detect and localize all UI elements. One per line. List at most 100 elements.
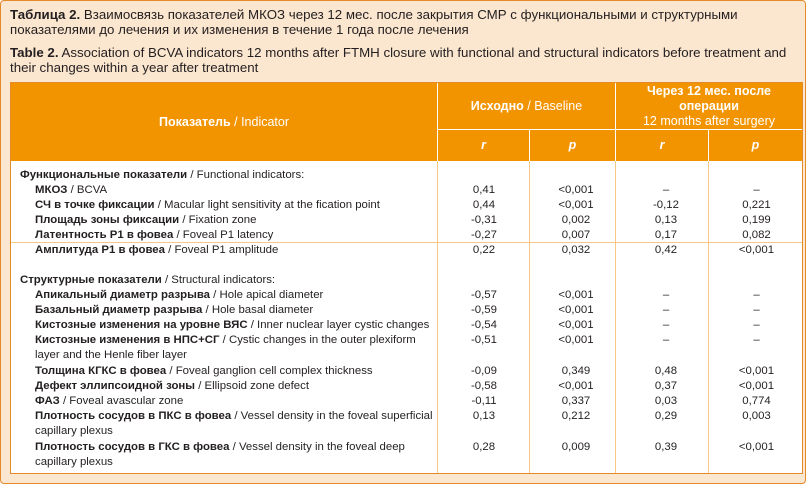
header-after: Через 12 мес. после операции 12 months af…: [616, 83, 802, 129]
row-label-en: / Ellipsoid zone defect: [195, 380, 310, 392]
cell-r-baseline: 0,41: [472, 184, 496, 196]
cell-r-baseline: -0,51: [471, 334, 497, 346]
cell-p-after: <0,001: [738, 380, 775, 392]
row-label-ru: Плотность сосудов в ГКС в фовеа: [35, 441, 230, 453]
cell-p-baseline: 0,337: [561, 395, 591, 407]
cell-r-after: 0,03: [654, 395, 678, 407]
header-indicator-ru: Показатель: [158, 114, 231, 129]
header-r-baseline: r: [438, 130, 529, 161]
cell-p-baseline: 0,002: [561, 214, 591, 226]
cell-r-after: –: [662, 289, 670, 301]
cell-p-after: <0,001: [738, 244, 775, 256]
row-label-en: / Inner nuclear layer cystic changes: [247, 319, 430, 331]
cell-p-baseline: 0,032: [561, 244, 591, 256]
cell-r-baseline: 0,13: [472, 410, 496, 422]
cell-r-baseline: -0,09: [471, 365, 497, 377]
header-indicator: Показатель / Indicator: [11, 83, 437, 161]
caption-en-text: Association of BCVA indicators 12 months…: [10, 45, 787, 76]
cell-p-baseline: <0,001: [558, 380, 594, 392]
header-p-after-label: p: [751, 138, 760, 152]
cell-r-baseline: -0,27: [471, 229, 497, 241]
row-label-ru: Толщина КГКС в фовеа: [35, 365, 167, 377]
cell-r-after: 0,42: [654, 244, 678, 256]
cell-r-after: –: [662, 304, 670, 316]
row-label-en: / BCVA: [67, 184, 108, 196]
header-p-baseline-label: p: [568, 138, 577, 152]
cell-r-baseline: -0,31: [471, 214, 497, 226]
grid-line: [708, 161, 709, 473]
cell-r-baseline: -0,11: [471, 395, 497, 407]
cell-r-after: 0,39: [654, 441, 678, 453]
cell-p-baseline: <0,001: [558, 184, 594, 196]
row-label-ru: Плотность сосудов в ПКС в фовеа: [35, 410, 232, 422]
row-label-en: / Foveal P1 amplitude: [164, 244, 279, 256]
row-label-ru: Амплитуда P1 в фовеа: [35, 244, 165, 256]
grid-line: [437, 161, 438, 473]
section-title-en: / Functional indicators:: [187, 169, 305, 181]
cell-p-baseline: 0,009: [561, 441, 591, 453]
header-baseline-en: / Baseline: [523, 98, 583, 113]
cell-r-baseline: -0,59: [471, 304, 497, 316]
row-label-ru: Дефект эллипсоидной зоны: [35, 380, 196, 392]
cell-r-after: 0,13: [654, 214, 678, 226]
cell-p-baseline: <0,001: [558, 304, 594, 316]
cell-p-after: 0,221: [742, 199, 771, 211]
cell-p-baseline: <0,001: [558, 289, 594, 301]
row-label-ru: СЧ в точке фиксации: [35, 199, 155, 211]
header-indicator-en: / Indicator: [230, 114, 290, 129]
cell-r-baseline: 0,44: [472, 199, 496, 211]
caption-en-label: Table 2.: [10, 45, 59, 60]
cell-r-baseline: -0,57: [471, 289, 497, 301]
header-p-baseline: p: [530, 130, 615, 161]
caption-en: Table 2. Association of BCVA indicators …: [10, 45, 800, 76]
row-label-ru: ФАЗ: [35, 395, 60, 407]
cell-r-after: –: [662, 184, 670, 196]
row-label-ru: Базальный диаметр разрыва: [35, 304, 203, 316]
section-title-ru: Функциональные показатели: [20, 169, 188, 181]
cell-r-after: –: [662, 319, 670, 331]
cell-p-baseline: 0,349: [561, 365, 591, 377]
row-label-ru: Латентность P1 в фовеа: [35, 229, 174, 241]
row-label-en: / Hole basal diameter: [202, 304, 314, 316]
cell-p-after: –: [753, 289, 760, 301]
row-label-en: / Cystic changes in the outer plexiform …: [35, 334, 416, 362]
row-label-en: / Macular light sensitivity at the ficat…: [154, 199, 380, 211]
cell-p-after: 0,003: [742, 410, 771, 422]
row-label-en: / Foveal ganglion cell complex thickness: [166, 365, 373, 377]
row-label-ru: Кистозные изменения в НПС+СГ: [35, 334, 220, 346]
cell-r-baseline: -0,54: [471, 319, 497, 331]
cell-r-after: 0,37: [654, 380, 678, 392]
cell-p-baseline: 0,212: [561, 410, 591, 422]
cell-r-after: -0,12: [653, 199, 679, 211]
row-label-en: / Vessel density in the foveal superfici…: [35, 410, 433, 438]
cell-p-baseline: <0,001: [558, 199, 594, 211]
cell-p-after: –: [753, 184, 760, 196]
grid-line: [615, 161, 616, 473]
section-title-ru: Структурные показатели: [20, 274, 162, 286]
cell-r-after: 0,48: [654, 365, 678, 377]
header-r-after-label: r: [659, 138, 665, 152]
cell-p-after: 0,082: [742, 229, 771, 241]
row-label-en: / Fixation zone: [179, 214, 257, 226]
section-title-en: / Structural indicators:: [161, 274, 276, 286]
cell-p-after: –: [753, 304, 760, 316]
cell-p-after: <0,001: [738, 441, 775, 453]
cell-p-after: 0,199: [742, 214, 771, 226]
grid-line: [529, 161, 530, 473]
row-label-ru: Площадь зоны фиксации: [35, 214, 180, 226]
header-r-baseline-label: r: [481, 138, 486, 152]
cell-p-baseline: <0,001: [558, 319, 594, 331]
cell-r-baseline: 0,28: [472, 441, 496, 453]
header-r-after: r: [616, 130, 708, 161]
caption-ru-text: Взаимосвязь показателей МКОЗ через 12 ме…: [10, 7, 738, 38]
header-after-ru: Через 12 мес. после операции: [646, 83, 772, 113]
row-label-en: / Vessel density in the foveal deep capi…: [35, 441, 405, 469]
cell-r-baseline: 0,22: [472, 244, 496, 256]
cell-p-after: –: [753, 334, 760, 346]
cell-p-after: 0,774: [742, 395, 771, 407]
cell-r-after: 0,29: [654, 410, 678, 422]
row-label-en: / Foveal avascular zone: [59, 395, 184, 407]
header-baseline: Исходно / Baseline: [438, 83, 615, 129]
cell-p-baseline: <0,001: [558, 334, 594, 346]
